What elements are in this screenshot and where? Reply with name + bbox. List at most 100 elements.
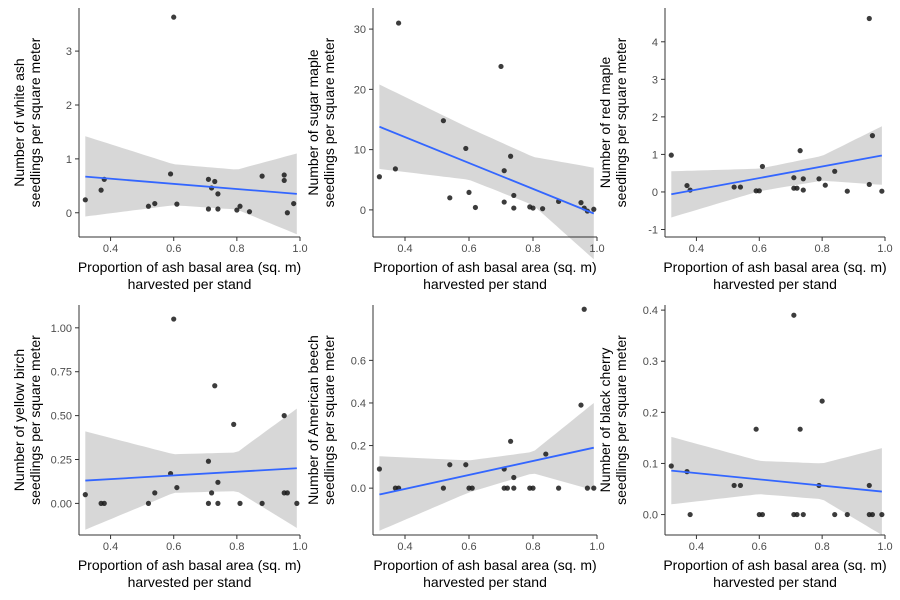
data-point — [171, 14, 177, 20]
data-point — [791, 312, 797, 318]
data-point — [463, 145, 469, 152]
data-point — [581, 306, 587, 312]
data-point — [543, 451, 549, 457]
data-point — [866, 482, 872, 489]
data-point — [212, 178, 218, 185]
x-axis-title-line2: harvested per stand — [128, 276, 252, 292]
y-tick-label: 1 — [652, 149, 658, 161]
data-point — [246, 209, 253, 215]
data-point — [152, 200, 158, 207]
y-tick-label: 3 — [652, 74, 658, 86]
data-point — [498, 63, 504, 70]
panel-5: 0.4 0.6 0.8 1.0 0.0 0.2 0.4 0.6 Proportion of as… — [305, 305, 605, 590]
x-tick-label: 0.8 — [814, 243, 829, 255]
y-tick-label: 0.1 — [643, 458, 658, 470]
data-point — [508, 153, 514, 159]
data-point — [284, 490, 290, 496]
data-point — [281, 172, 287, 178]
y-tick-label: 0.0 — [351, 483, 366, 495]
data-point — [591, 206, 597, 212]
data-point — [167, 171, 174, 177]
data-point — [259, 173, 265, 179]
data-point — [866, 15, 872, 22]
confidence-band — [85, 408, 297, 530]
data-point — [556, 485, 562, 491]
x-tick-label: 0.8 — [525, 541, 540, 553]
data-point — [756, 188, 762, 194]
panel-4: 0.4 0.6 0.8 1.0 0.00 0.25 0.50 0.75 1.00 Proporti… — [11, 305, 308, 590]
data-point — [869, 511, 876, 518]
data-point — [174, 484, 180, 491]
x-tick-label: 1.0 — [589, 541, 604, 553]
y-tick-label: 0.50 — [51, 411, 72, 423]
x-axis-title-line2: harvested per stand — [423, 276, 547, 292]
y-axis-title-line2: seedlings per square meter — [321, 335, 337, 505]
x-tick-label: 0.4 — [397, 541, 412, 553]
data-point — [447, 195, 453, 201]
data-point — [832, 511, 838, 518]
x-axis-title-line2: harvested per stand — [423, 574, 547, 590]
x-tick-label: 0.4 — [103, 243, 118, 255]
data-point — [281, 177, 287, 184]
y-axis-title: Number of white ash — [11, 58, 27, 186]
y-tick-label: 0 — [652, 187, 658, 199]
data-point — [291, 200, 297, 207]
data-point — [866, 181, 872, 188]
data-point — [152, 490, 158, 496]
data-point — [731, 184, 737, 190]
confidence-band — [379, 403, 594, 531]
data-point — [212, 383, 218, 389]
fit-line — [85, 467, 297, 482]
x-tick-label: 1.0 — [877, 541, 892, 553]
data-point — [794, 511, 800, 518]
data-point — [82, 492, 88, 498]
data-point — [98, 187, 104, 193]
x-axis-title: Proportion of ash basal area (sq. m) — [373, 557, 596, 573]
y-tick-label: 0 — [66, 208, 72, 220]
x-axis-title-line2: harvested per stand — [713, 276, 837, 292]
y-tick-label: 0.4 — [643, 305, 658, 317]
x-tick-label: 0.4 — [689, 243, 704, 255]
y-tick-label: 2 — [652, 112, 658, 124]
y-tick-label: 10 — [354, 145, 366, 157]
x-axis-title: Proportion of ash basal area (sq. m) — [78, 557, 301, 573]
data-point — [501, 199, 507, 205]
data-point — [578, 402, 584, 408]
y-axis-title: Number of yellow birch — [11, 349, 27, 491]
y-axis-title-line2: seedlings per square meter — [27, 335, 43, 505]
data-point — [215, 479, 221, 485]
fit-line — [671, 154, 883, 196]
y-axis-title-line2: seedlings per square meter — [613, 37, 629, 207]
y-tick-label: 4 — [652, 37, 658, 49]
y-tick-label: 1.00 — [51, 323, 72, 335]
y-axis-title-line2: seedlings per square meter — [321, 37, 337, 207]
data-point — [472, 204, 478, 211]
data-point — [231, 421, 237, 427]
data-point — [447, 462, 453, 468]
data-point — [145, 500, 152, 506]
data-point — [684, 182, 690, 189]
data-point — [501, 168, 507, 174]
y-tick-label: 30 — [354, 24, 366, 36]
y-tick-label: 0.0 — [643, 510, 658, 522]
data-point — [794, 185, 800, 191]
data-point — [832, 168, 838, 174]
data-point — [376, 174, 382, 180]
data-point — [584, 485, 591, 491]
data-point — [174, 201, 180, 207]
data-point — [215, 191, 221, 197]
fit-line — [85, 175, 297, 195]
fit-line — [671, 469, 882, 493]
data-point — [463, 462, 469, 468]
y-axis-title: Number of red maple — [597, 57, 613, 189]
data-point — [294, 500, 300, 506]
x-tick-label: 0.8 — [814, 541, 829, 553]
panel-3: 0.4 0.6 0.8 1.0 -1 0 1 2 3 4 Proportion of ash bas… — [597, 8, 893, 292]
data-point — [822, 182, 828, 188]
data-point — [396, 20, 402, 26]
y-axis-title-line2: seedlings per square meter — [27, 37, 43, 207]
data-point — [800, 511, 806, 518]
panel-2: 0.4 0.6 0.8 1.0 0 10 20 30 Proportion of ash bas… — [305, 8, 605, 292]
x-axis-title: Proportion of ash basal area (sq. m) — [373, 259, 596, 275]
